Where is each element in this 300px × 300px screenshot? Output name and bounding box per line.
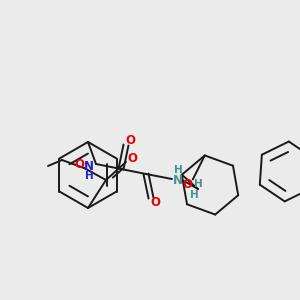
Text: O: O bbox=[125, 134, 135, 146]
Text: O: O bbox=[150, 196, 160, 209]
Text: H: H bbox=[174, 165, 182, 175]
Text: H: H bbox=[85, 171, 93, 181]
Text: O: O bbox=[127, 152, 137, 164]
Text: N: N bbox=[173, 175, 183, 188]
Text: O: O bbox=[74, 158, 84, 172]
Text: H: H bbox=[194, 179, 203, 190]
Text: H: H bbox=[190, 190, 199, 200]
Text: N: N bbox=[84, 160, 94, 172]
Text: O: O bbox=[183, 178, 193, 191]
